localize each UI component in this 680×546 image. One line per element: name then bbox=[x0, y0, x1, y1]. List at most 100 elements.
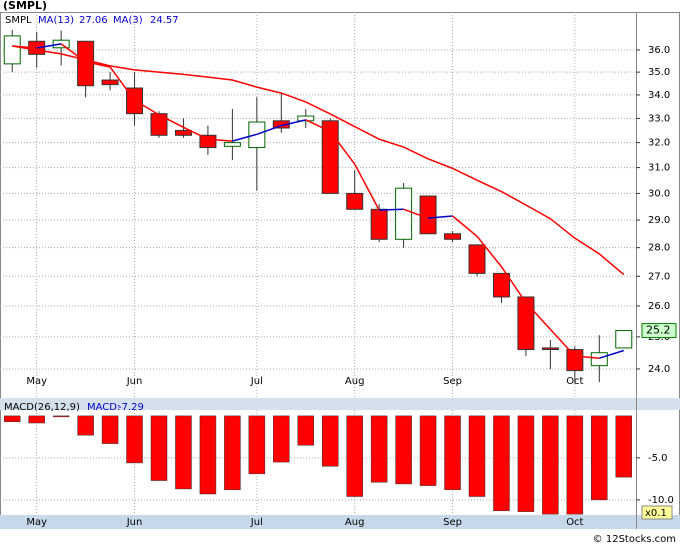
macd-bar bbox=[321, 415, 339, 467]
ma3-segment bbox=[60, 43, 87, 63]
ma3-segment bbox=[85, 61, 111, 68]
ma3-segment bbox=[403, 208, 429, 219]
candle-body bbox=[346, 192, 364, 210]
macd-value: -7.29 bbox=[118, 402, 144, 413]
ma3-segment bbox=[452, 215, 478, 237]
x-tick-label: Jun bbox=[126, 517, 143, 528]
y-tick-label: 34.0 bbox=[648, 90, 670, 101]
legend-ma3: MA(3) bbox=[113, 15, 143, 26]
ma3-segment bbox=[134, 99, 160, 116]
candle-body bbox=[3, 35, 21, 65]
macd-legend: MACD(26,12,9) bbox=[4, 402, 80, 413]
candle-body bbox=[395, 187, 413, 240]
macd-bar bbox=[297, 415, 315, 446]
last-price-box bbox=[641, 323, 677, 339]
macd-bar bbox=[346, 415, 363, 497]
macd-bar bbox=[395, 415, 412, 485]
candle-body bbox=[590, 352, 608, 367]
y-tick-label: 31.0 bbox=[648, 163, 670, 174]
candle-body bbox=[541, 347, 559, 351]
candle-body bbox=[199, 134, 217, 149]
macd-bar bbox=[273, 415, 290, 463]
y-tick-label: 26.0 bbox=[648, 301, 670, 312]
ma3-segment bbox=[36, 43, 62, 49]
y-tick-label: 32.0 bbox=[648, 138, 670, 149]
candle-body bbox=[101, 79, 119, 86]
ma3-segment bbox=[549, 328, 576, 357]
macd-bar bbox=[370, 415, 388, 483]
ma3-segment bbox=[183, 126, 209, 140]
macd-bar bbox=[28, 415, 45, 424]
ma3-segment bbox=[207, 138, 233, 142]
macd-x-band bbox=[0, 515, 680, 529]
ma3-segment bbox=[574, 355, 600, 359]
x-tick-label: Sep bbox=[443, 517, 462, 528]
ma3-segment bbox=[12, 45, 37, 49]
macd-bar bbox=[591, 415, 608, 501]
chart-title: (SMPL) bbox=[3, 0, 47, 12]
macd-caption: MACD: bbox=[87, 402, 120, 413]
candle-body bbox=[444, 233, 462, 240]
ma3-segment bbox=[354, 163, 380, 211]
candle-body bbox=[492, 272, 510, 298]
ma3-segment bbox=[232, 133, 258, 142]
y-tick-label: 35.0 bbox=[648, 67, 670, 78]
y-tick-label: 28.0 bbox=[648, 243, 670, 254]
macd-bar bbox=[224, 415, 241, 491]
macd-bar bbox=[566, 415, 584, 515]
ma3-segment bbox=[379, 208, 404, 211]
candle-body bbox=[321, 120, 339, 194]
macd-bar bbox=[493, 415, 510, 512]
candle-body bbox=[566, 349, 584, 372]
macd-bar bbox=[542, 415, 559, 515]
macd-bar bbox=[615, 415, 633, 478]
x-tick-label: May bbox=[26, 376, 47, 387]
candle-body bbox=[468, 244, 486, 274]
legend-ma3-value: 24.57 bbox=[150, 15, 179, 26]
macd-bar bbox=[419, 415, 437, 486]
y-tick-label: 24.0 bbox=[648, 364, 670, 375]
ma3-segment bbox=[305, 119, 331, 133]
macd-bar bbox=[199, 415, 217, 495]
macd-bar bbox=[175, 415, 192, 490]
candle-body bbox=[419, 195, 437, 235]
y-tick-label: 33.0 bbox=[648, 113, 670, 124]
candle-body bbox=[517, 296, 535, 351]
x-tick-label: Jun bbox=[126, 376, 143, 387]
macd-bar bbox=[126, 415, 143, 464]
ma13-line bbox=[12, 45, 625, 276]
candle-body bbox=[370, 208, 388, 240]
x-tick-label: Aug bbox=[345, 376, 365, 387]
ma3-segment bbox=[525, 302, 551, 330]
last-price: 25.2 bbox=[646, 324, 671, 337]
x-tick-label: Aug bbox=[345, 517, 365, 528]
scale-note-box bbox=[641, 505, 673, 520]
y-tick-label: -5.0 bbox=[648, 453, 668, 464]
panel-separator bbox=[0, 398, 680, 410]
ma3-segment bbox=[428, 215, 453, 219]
x-tick-label: Jul bbox=[250, 517, 263, 528]
x-tick-label: Sep bbox=[443, 376, 462, 387]
candle-body bbox=[615, 330, 633, 349]
ma3-segment bbox=[476, 235, 503, 268]
macd-bar bbox=[444, 415, 461, 491]
legend-ma13-value: 27.06 bbox=[79, 15, 108, 26]
macd-bar bbox=[77, 415, 94, 436]
macd-bar bbox=[101, 415, 119, 444]
legend-symbol: SMPL bbox=[5, 15, 32, 26]
macd-bar bbox=[517, 415, 535, 512]
x-tick-label: Jul bbox=[250, 376, 263, 387]
y-tick-label: 27.0 bbox=[648, 271, 670, 282]
y-tick-label: 29.0 bbox=[648, 215, 670, 226]
ma3-segment bbox=[329, 130, 356, 165]
ma3-segment bbox=[109, 66, 136, 101]
candle-body bbox=[297, 115, 315, 122]
footer: © 12Stocks.com bbox=[593, 534, 676, 545]
ma3-segment bbox=[158, 114, 184, 128]
ma3-segment bbox=[500, 266, 527, 304]
macd-bar bbox=[150, 415, 168, 481]
y-tick-label: 30.0 bbox=[648, 188, 670, 199]
legend-ma13: MA(13) bbox=[38, 15, 74, 26]
ma3-segment bbox=[599, 349, 624, 359]
